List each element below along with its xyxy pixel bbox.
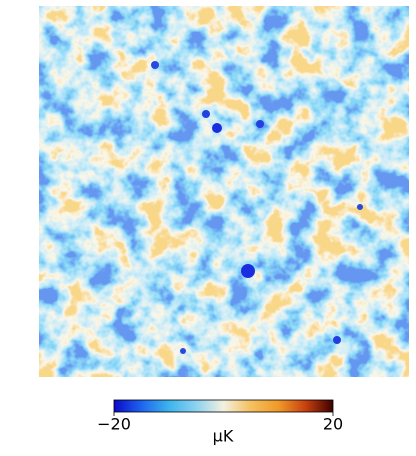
cold-spot <box>256 120 264 128</box>
colorbar-tick-label: −20 <box>97 415 131 434</box>
cold-spot <box>333 336 341 344</box>
cold-spot <box>241 264 255 278</box>
cold-spot <box>212 123 222 133</box>
map-field <box>39 6 409 377</box>
cold-spot <box>151 61 159 69</box>
colorbar-label: μK <box>213 427 234 446</box>
colorbar <box>113 399 334 413</box>
cold-spot <box>357 204 363 210</box>
colorbar-tick-label: 20 <box>323 415 343 434</box>
sky-map <box>39 6 409 377</box>
cold-spot <box>202 110 210 118</box>
cold-spot <box>180 348 186 354</box>
